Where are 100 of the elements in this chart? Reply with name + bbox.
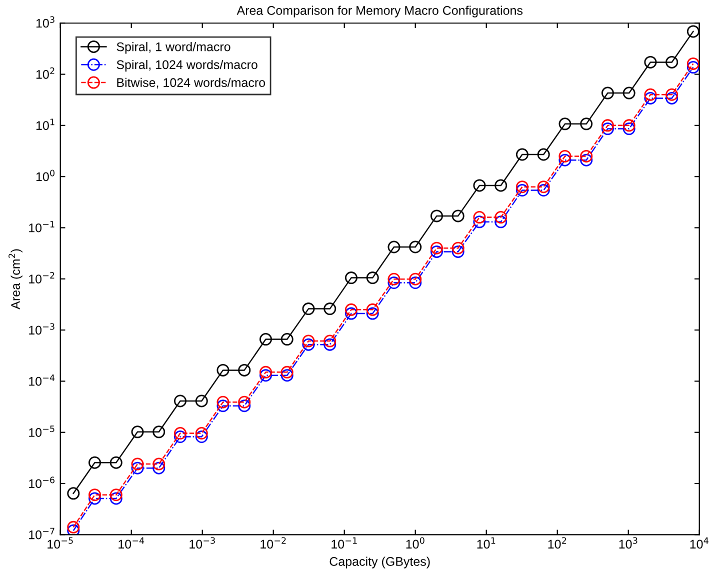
- y-tick-label: 10$^{−5}$: [29, 426, 54, 437]
- x-tick-label: 10$^{3}$: [619, 537, 638, 549]
- point: [88, 488, 102, 502]
- point: [686, 25, 700, 38]
- point: [324, 338, 336, 351]
- point: [580, 118, 593, 130]
- point: [152, 462, 166, 474]
- x-tick-label: 10$^{0}$: [406, 537, 424, 549]
- x-tick-label: 10$^{2}$: [548, 537, 566, 549]
- point: [686, 57, 700, 70]
- point: [195, 430, 208, 444]
- point: [67, 487, 80, 500]
- point: [344, 307, 358, 320]
- point: [131, 426, 144, 438]
- point: [259, 366, 272, 378]
- point: [580, 150, 593, 162]
- point: [67, 520, 80, 534]
- point: [409, 272, 422, 286]
- point: [666, 92, 678, 104]
- y-tick-label: 10$^{−6}$: [29, 476, 54, 488]
- point: [280, 366, 294, 378]
- y-tick-label: 10$^{0}$: [36, 170, 54, 182]
- point: [580, 154, 593, 166]
- point: [238, 364, 251, 376]
- y-tick-label: 10$^{1}$: [36, 118, 54, 130]
- point: [494, 216, 508, 228]
- point: [238, 400, 251, 412]
- point: [537, 180, 550, 194]
- point: [622, 122, 636, 136]
- y-axis-title: Area (cm$^{2}$): [8, 249, 22, 310]
- point: [324, 334, 336, 348]
- point: [388, 276, 400, 290]
- legend-label: Bitwise, 1024 words/macro: [117, 78, 266, 89]
- point: [494, 179, 508, 192]
- point: [666, 88, 678, 101]
- point: [516, 180, 528, 194]
- x-tick-label: 10$^{−1}$: [332, 537, 357, 549]
- point: [366, 303, 379, 316]
- x-tick-label: 10$^{−3}$: [190, 537, 215, 549]
- x-tick-label: 10$^{−2}$: [260, 537, 286, 549]
- point: [601, 122, 614, 136]
- point: [174, 427, 186, 440]
- point: [344, 272, 358, 284]
- point: [174, 394, 186, 408]
- chart-title: Area Comparison for Memory Macro Configurations: [236, 6, 523, 18]
- point: [280, 333, 294, 346]
- x-tick-label: 10$^{−5}$: [48, 537, 73, 549]
- point: [216, 364, 230, 376]
- point: [601, 119, 614, 132]
- point: [430, 210, 443, 222]
- point: [302, 338, 315, 351]
- y-tick-label: 10$^{−1}$: [29, 221, 54, 232]
- point: [216, 400, 230, 412]
- point: [644, 88, 657, 101]
- point: [537, 184, 550, 197]
- point: [409, 240, 422, 254]
- point: [537, 148, 550, 161]
- point: [216, 396, 230, 408]
- y-tick-label: 10$^{3}$: [36, 16, 54, 28]
- point: [302, 334, 315, 348]
- point: [558, 150, 572, 162]
- legend-label: Spiral, 1 word/macro: [116, 42, 230, 54]
- point: [131, 462, 144, 474]
- point: [452, 242, 464, 254]
- point: [174, 430, 186, 444]
- y-tick-label: 10$^{−2}$: [29, 272, 54, 284]
- point: [344, 303, 358, 316]
- point: [516, 148, 528, 161]
- point: [110, 456, 122, 469]
- point: [409, 276, 422, 290]
- point: [366, 272, 379, 284]
- legend-label: Spiral, 1024 words/macro: [116, 60, 258, 72]
- point: [622, 86, 636, 100]
- point: [88, 456, 102, 469]
- point: [110, 492, 122, 505]
- point: [88, 492, 102, 505]
- point: [558, 154, 572, 166]
- point: [152, 426, 166, 438]
- point: [473, 211, 486, 224]
- point: [259, 369, 272, 382]
- point: [388, 240, 400, 254]
- x-tick-label: 10$^{4}$: [690, 537, 708, 549]
- point: [131, 458, 144, 470]
- y-tick-label: 10$^{2}$: [36, 67, 54, 79]
- point: [666, 56, 678, 68]
- y-tick-label: 10$^{−7}$: [29, 528, 54, 540]
- point: [516, 184, 528, 197]
- point: [366, 307, 379, 320]
- x-tick-label: 10$^{1}$: [477, 537, 496, 549]
- point: [686, 61, 700, 74]
- point: [280, 369, 294, 382]
- x-axis-title: Capacity (GBytes): [330, 556, 430, 568]
- point: [452, 245, 464, 258]
- point: [622, 119, 636, 132]
- point: [644, 56, 657, 68]
- point: [238, 396, 251, 408]
- point: [67, 524, 80, 535]
- point: [452, 210, 464, 222]
- y-tick-label: 10$^{−4}$: [29, 374, 55, 386]
- point: [195, 394, 208, 408]
